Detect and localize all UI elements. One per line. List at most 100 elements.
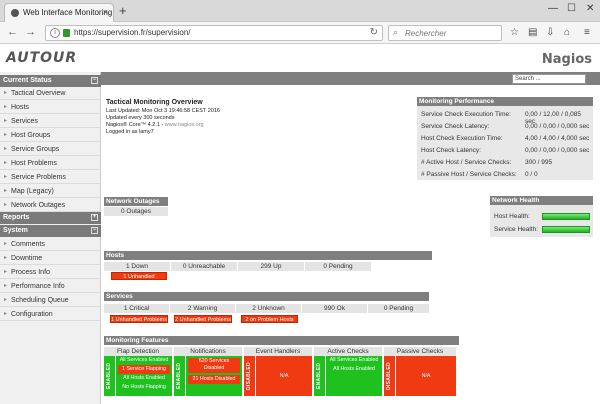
sidebar-section-current-status[interactable]: Current Status −: [0, 75, 101, 87]
perf-value: 0,00 / 0,00 / 0,000 sec: [525, 123, 590, 130]
url-bar[interactable]: i https://supervision.fr/supervision/ ↻: [45, 25, 383, 41]
back-icon[interactable]: ←: [7, 26, 18, 38]
download-icon[interactable]: ⇩: [546, 27, 555, 38]
services-ok[interactable]: 990 Ok: [302, 304, 367, 313]
new-tab-icon[interactable]: +: [119, 3, 127, 18]
active-line[interactable]: All Hosts Enabled: [333, 366, 375, 372]
bookmark-star-icon[interactable]: ☆: [510, 27, 519, 38]
passive-checks-na: N/A: [396, 356, 456, 396]
sidebar-item-tactical-overview[interactable]: Tactical Overview: [0, 87, 101, 100]
notifications-detail: 620 Services Disabled 21 Hosts Disabled: [186, 356, 242, 396]
notif-line[interactable]: 21 Hosts Disabled: [188, 375, 240, 384]
active-checks-state[interactable]: ENABLED: [314, 356, 325, 396]
performance-header: Monitoring Performance: [417, 97, 593, 106]
minimize-icon[interactable]: —: [548, 3, 558, 14]
sidebar-item-downtime[interactable]: Downtime: [0, 252, 101, 265]
services-pending[interactable]: 0 Pending: [368, 304, 429, 313]
maximize-icon[interactable]: ☐: [567, 3, 576, 14]
page-header: AUTOUR Nagios: [0, 45, 600, 72]
flap-line[interactable]: All Hosts Enabled: [123, 375, 165, 381]
logged-in-user: Logged in as lamy7: [106, 129, 154, 135]
event-handlers-state[interactable]: DISABLED: [244, 356, 255, 396]
collapse-icon[interactable]: −: [91, 77, 98, 84]
sidebar-item-network-outages[interactable]: Network Outages: [0, 199, 101, 212]
services-warning[interactable]: 2 Warning: [170, 304, 235, 313]
host-health-bar: [542, 213, 590, 220]
sidebar-item-service-groups[interactable]: Service Groups: [0, 143, 101, 156]
perf-label: Host Check Execution Time:: [421, 135, 503, 142]
services-unknown[interactable]: 2 Unknown: [236, 304, 301, 313]
lock-icon: [63, 29, 70, 37]
sidebar-item-scheduling-queue[interactable]: Scheduling Queue: [0, 294, 101, 307]
browser-search-input[interactable]: ⌕ Rechercher: [388, 25, 502, 41]
flap-line[interactable]: All Services Enabled: [119, 357, 169, 363]
hosts-unreachable[interactable]: 0 Unreachable: [171, 262, 237, 271]
flap-line[interactable]: No Hosts Flapping: [122, 384, 166, 390]
network-outages-header: Network Outages: [104, 197, 168, 206]
active-line[interactable]: All Services Enabled: [329, 357, 379, 363]
hosts-pending[interactable]: 0 Pending: [305, 262, 371, 271]
page-search-input[interactable]: Search ...: [512, 74, 586, 84]
sidebar-item-services[interactable]: Services: [0, 115, 101, 128]
sidebar-section-reports[interactable]: Reports +: [0, 212, 101, 224]
perf-value: 300 / 995: [525, 159, 553, 166]
perf-label: # Active Host / Service Checks:: [421, 159, 512, 166]
notifications-state[interactable]: ENABLED: [174, 356, 185, 396]
browser-tab-bar: Web Interface Monitoring × + — ☐ ✕: [0, 0, 600, 22]
sidebar-item-host-groups[interactable]: Host Groups: [0, 129, 101, 142]
feature-col-notifications: Notifications: [174, 347, 242, 356]
sidebar-item-configuration[interactable]: Configuration: [0, 308, 101, 321]
services-critical[interactable]: 1 Critical: [104, 304, 169, 313]
sidebar-item-host-problems[interactable]: Host Problems: [0, 157, 101, 170]
nagios-link[interactable]: www.nagios.org: [164, 122, 204, 128]
hosts-up[interactable]: 299 Up: [238, 262, 304, 271]
menu-icon[interactable]: ≡: [584, 27, 590, 38]
perf-value: 0 / 0: [525, 171, 538, 178]
network-health-panel: Host Health: Service Health:: [490, 205, 593, 237]
close-window-icon[interactable]: ✕: [586, 3, 595, 14]
hosts-unhandled-tag[interactable]: 1 Unhandled Problems: [111, 272, 167, 288]
favicon-icon: [11, 9, 19, 17]
section-label: Reports: [3, 214, 30, 221]
services-critical-tag[interactable]: 1 Unhandled Problems: [110, 315, 168, 323]
url-text[interactable]: https://supervision.fr/supervision/: [74, 28, 191, 37]
browser-tab[interactable]: Web Interface Monitoring ×: [4, 3, 114, 22]
services-header: Services: [104, 292, 429, 301]
services-warning-tag[interactable]: 2 Unhandled Problems: [174, 315, 232, 323]
outages-count[interactable]: 0 Outages: [104, 207, 168, 216]
expand-icon[interactable]: +: [91, 214, 98, 221]
event-handlers-na: N/A: [256, 356, 312, 396]
perf-value: 0,00 / 0,00 / 0,000 sec: [525, 147, 590, 154]
passive-checks-state[interactable]: DISABLED: [384, 356, 395, 396]
sidebar-item-performance-info[interactable]: Performance Info: [0, 280, 101, 293]
forward-icon[interactable]: →: [25, 26, 36, 38]
hosts-header: Hosts: [104, 251, 432, 260]
autour-logo[interactable]: AUTOUR: [6, 50, 78, 66]
reload-icon[interactable]: ↻: [369, 27, 378, 38]
last-updated: Last Updated: Mon Oct 3 19:46:58 CEST 20…: [106, 108, 220, 114]
clipboard-icon[interactable]: ▤: [528, 27, 538, 38]
section-label: System: [3, 227, 28, 234]
core-version-text: Nagios® Core™ 4.2.1 -: [106, 122, 164, 128]
services-unknown-tag[interactable]: 2 on Problem Hosts: [241, 315, 298, 323]
collapse-icon[interactable]: −: [91, 227, 98, 234]
network-health-header: Network Health: [490, 196, 593, 205]
info-icon[interactable]: i: [50, 28, 60, 38]
sidebar-item-hosts[interactable]: Hosts: [0, 101, 101, 114]
sidebar-item-map[interactable]: Map (Legacy): [0, 185, 101, 198]
perf-value: 0,00 / 12,00 / 0,085 sec: [525, 111, 582, 125]
home-icon[interactable]: ⌂: [564, 27, 571, 38]
notif-line[interactable]: 620 Services Disabled: [188, 358, 240, 373]
close-tab-icon[interactable]: ×: [102, 7, 108, 17]
nagios-logo[interactable]: Nagios: [541, 52, 592, 67]
browser-nav-bar: ← → i https://supervision.fr/supervision…: [0, 22, 600, 44]
sidebar-item-comments[interactable]: Comments: [0, 238, 101, 251]
top-gray-bar: [101, 72, 600, 85]
sidebar-section-system[interactable]: System −: [0, 225, 101, 237]
sidebar-item-service-problems[interactable]: Service Problems: [0, 171, 101, 184]
active-checks-detail: All Services Enabled All Hosts Enabled: [326, 356, 382, 396]
flap-detection-state[interactable]: ENABLED: [104, 356, 115, 396]
flap-line[interactable]: 1 Service Flapping: [118, 365, 170, 374]
sidebar-item-process-info[interactable]: Process Info: [0, 266, 101, 279]
hosts-down[interactable]: 1 Down: [104, 262, 170, 271]
